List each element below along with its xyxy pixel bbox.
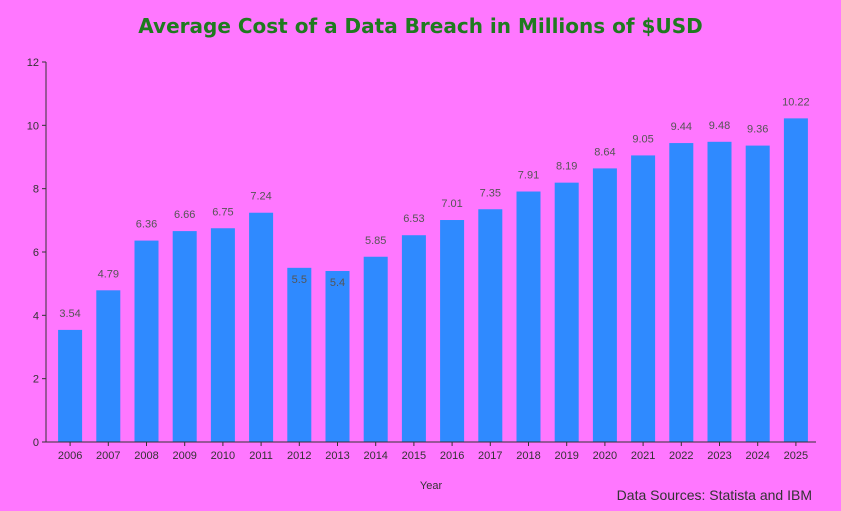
x-tick-label: 2015 [402,450,426,462]
bar [58,329,83,442]
data-label: 9.36 [747,124,768,136]
x-tick-label: 2010 [211,450,235,462]
x-tick-label: 2025 [784,450,808,462]
data-label: 5.5 [292,274,307,286]
bar [783,118,808,442]
bar [134,240,159,442]
x-tick-label: 2017 [478,450,502,462]
data-label: 7.91 [518,170,539,182]
x-tick-label: 2014 [363,450,387,462]
bar [172,231,197,442]
x-tick-label: 2009 [172,450,196,462]
axes-layer: 0 2 4 6 8 10 12 2006 2007 2008 2009 2010 2011 2012 201… [27,57,816,462]
data-label: 7.24 [250,191,271,203]
data-label: 6.53 [403,213,424,225]
data-label: 7.35 [480,187,501,199]
bar [516,191,541,442]
bar [745,145,770,442]
data-label: 5.85 [365,235,386,247]
bar [363,256,388,442]
bar [401,235,426,442]
data-label: 9.05 [632,133,653,145]
bar [631,155,656,442]
bar [554,182,579,442]
bar [210,228,235,442]
data-label: 9.48 [709,120,730,132]
data-label: 9.44 [671,121,692,133]
bar [707,141,732,443]
bars-layer: 3.54 4.79 6.36 6.66 6.75 7.24 5.5 5.4 5.85 6.53 7.… [58,96,810,443]
x-tick-label: 2020 [593,450,617,462]
x-tick-label: 2011 [249,450,273,462]
x-tick-label: 2022 [669,450,693,462]
x-tick-label: 2007 [96,450,120,462]
y-tick-label: 0 [33,437,39,449]
data-label: 4.79 [98,268,119,280]
x-tick-label: 2024 [745,450,769,462]
x-tick-label: 2021 [631,450,655,462]
x-tick-label: 2012 [287,450,311,462]
data-label: 6.66 [174,209,195,221]
data-label: 8.64 [594,146,615,158]
bar [325,271,350,442]
bar [249,212,274,442]
bar [592,168,617,442]
y-tick-label: 8 [33,184,39,196]
y-tick-label: 12 [27,57,39,69]
data-label: 3.54 [59,308,80,320]
y-tick-label: 10 [27,120,39,132]
x-tick-label: 2019 [554,450,578,462]
y-tick-label: 2 [33,374,39,386]
data-label: 5.4 [330,277,345,289]
bar [440,220,465,442]
bar [96,290,121,442]
data-label: 7.01 [441,198,462,210]
data-label: 6.75 [212,206,233,218]
x-tick-label: 2006 [58,450,82,462]
x-tick-label: 2016 [440,450,464,462]
bar [478,209,503,442]
data-label: 8.19 [556,161,577,173]
x-tick-label: 2008 [134,450,158,462]
y-tick-label: 4 [33,310,39,322]
x-axis-label: Year [420,480,443,492]
x-tick-label: 2013 [325,450,349,462]
bar [287,267,312,442]
data-label: 10.22 [782,96,810,108]
source-note: Data Sources: Statista and IBM [616,487,812,503]
data-label: 6.36 [136,219,157,231]
y-tick-label: 6 [33,247,39,259]
bar [669,143,694,443]
chart-title: Average Cost of a Data Breach in Million… [138,14,703,38]
x-tick-label: 2018 [516,450,540,462]
x-tick-label: 2023 [707,450,731,462]
